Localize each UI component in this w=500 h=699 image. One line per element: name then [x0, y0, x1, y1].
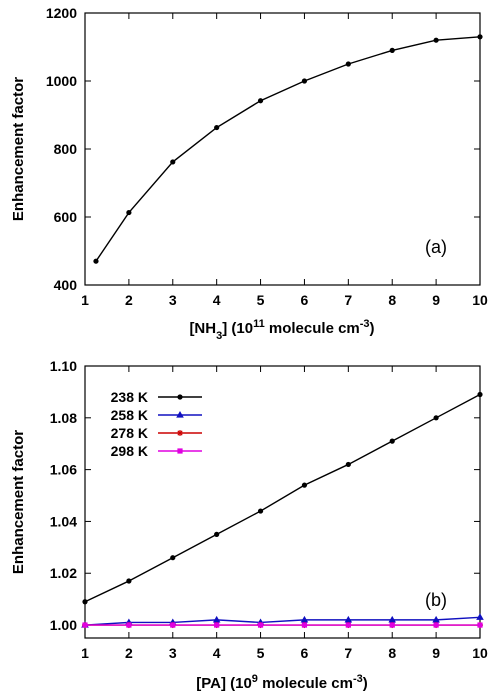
- data-point-a-0: [214, 124, 220, 131]
- x-tick-label: 4: [213, 292, 221, 308]
- x-tick-label: 6: [301, 645, 309, 661]
- data-point-b-3: [126, 622, 132, 628]
- data-point-b-3: [214, 622, 220, 628]
- data-point-b-0: [301, 482, 308, 488]
- x-tick-label: 3: [169, 292, 177, 308]
- axis-ticks-a: 1 2 3 4 5 6 7 8 9 10 400 600 800 1000 1200: [46, 5, 488, 308]
- x-tick-label: 1: [81, 292, 89, 308]
- y-tick-label: 1.08: [50, 410, 77, 426]
- data-point-b-1: [344, 615, 353, 623]
- x-tick-label: 8: [388, 645, 396, 661]
- plot-frame-a: [84, 12, 481, 286]
- series-line-a-0: [95, 36, 481, 262]
- data-point-b-3: [170, 622, 176, 628]
- data-point-b-1: [476, 613, 484, 620]
- data-point-b-3: [82, 622, 88, 628]
- y-tick-label: 1.02: [50, 565, 77, 581]
- x-tick-label: 7: [344, 645, 352, 661]
- data-point-b-0: [433, 415, 439, 421]
- panel-label-a: (a): [425, 237, 447, 257]
- legend-label-3: 298 K: [111, 443, 148, 459]
- x-tick-label: 5: [257, 645, 265, 661]
- data-point-b-0: [126, 578, 132, 584]
- x-axis-label-a: [NH3] (1011 molecule cm-3): [189, 318, 374, 342]
- chart-panel-a: 1 2 3 4 5 6 7 8 9 10 400 600 800 1000 1200 Enhancement…: [10, 5, 488, 342]
- data-point-b-1: [212, 615, 221, 623]
- data-point-b-1: [432, 615, 440, 623]
- data-point-a-0: [257, 98, 264, 104]
- x-tick-label: 4: [213, 645, 221, 661]
- x-tick-label: 6: [301, 292, 309, 308]
- x-tick-label: 2: [125, 645, 133, 661]
- y-tick-label: 1000: [46, 73, 77, 89]
- legend: 238 K 258 K 278 K 298 K: [111, 389, 202, 459]
- data-point-b-0: [170, 555, 176, 561]
- data-point-b-1: [300, 615, 309, 623]
- data-point-a-0: [170, 159, 176, 165]
- data-point-a-0: [301, 78, 308, 84]
- data-point-b-0: [345, 461, 351, 468]
- y-tick-label: 1.10: [50, 358, 77, 374]
- series-line-b-1: [84, 616, 481, 626]
- x-tick-label: 10: [472, 292, 488, 308]
- axis-ticks-b: 1 2 3 4 5 6 7 8 9 10 1.00 1.02 1.04 1.06 1.08 1.10: [50, 358, 488, 661]
- data-point-b-3: [477, 622, 483, 628]
- series-group-a: [93, 34, 483, 264]
- data-point-b-0: [257, 508, 264, 514]
- plot-frame-b: [84, 365, 481, 639]
- y-tick-label: 800: [54, 141, 78, 157]
- x-tick-label: 2: [125, 292, 133, 308]
- y-axis-label-a: Enhancement factor: [10, 77, 27, 221]
- x-axis-label-b: [PA] (109 molecule cm-3): [196, 673, 368, 692]
- data-point-b-3: [345, 622, 351, 628]
- series-group-b: [81, 391, 484, 629]
- y-tick-label: 1.04: [50, 513, 77, 529]
- y-tick-label: 1.06: [50, 462, 77, 478]
- data-point-b-3: [389, 622, 395, 628]
- x-tick-label: 10: [472, 645, 488, 661]
- y-tick-label: 600: [54, 209, 78, 225]
- data-point-b-0: [389, 438, 395, 444]
- data-point-a-0: [126, 209, 132, 216]
- x-tick-label: 9: [432, 292, 440, 308]
- data-point-a-0: [345, 61, 351, 67]
- legend-label-0: 238 K: [111, 389, 148, 405]
- data-point-a-0: [477, 34, 483, 40]
- y-tick-label: 1.00: [50, 617, 77, 633]
- data-point-a-0: [93, 258, 99, 264]
- series-line-b-0: [84, 393, 481, 603]
- panel-label-b: (b): [425, 590, 447, 610]
- y-tick-label: 400: [54, 277, 78, 293]
- y-tick-label: 1200: [46, 5, 77, 21]
- legend-marker-2: [177, 430, 183, 436]
- y-axis-label-b: Enhancement factor: [10, 430, 27, 574]
- data-point-b-3: [257, 622, 264, 628]
- x-tick-label: 7: [344, 292, 352, 308]
- x-tick-label: 1: [81, 645, 89, 661]
- legend-marker-3: [177, 448, 183, 454]
- data-point-b-0: [214, 531, 220, 537]
- chart-panel-b: 1 2 3 4 5 6 7 8 9 10 1.00 1.02 1.04 1.06 1.08 1.10 238 …: [10, 358, 488, 692]
- legend-marker-1: [176, 411, 184, 418]
- data-point-b-3: [301, 622, 308, 628]
- data-point-b-0: [477, 391, 483, 398]
- data-point-b-0: [82, 599, 88, 605]
- x-tick-label: 8: [388, 292, 396, 308]
- data-point-b-1: [388, 615, 397, 623]
- data-point-a-0: [433, 37, 439, 43]
- data-point-a-0: [389, 47, 395, 54]
- x-tick-label: 5: [257, 292, 265, 308]
- x-tick-label: 9: [432, 645, 440, 661]
- legend-label-1: 258 K: [111, 407, 148, 423]
- legend-label-2: 278 K: [111, 425, 148, 441]
- legend-marker-0: [177, 394, 183, 400]
- x-tick-label: 3: [169, 645, 177, 661]
- data-point-b-3: [433, 622, 439, 628]
